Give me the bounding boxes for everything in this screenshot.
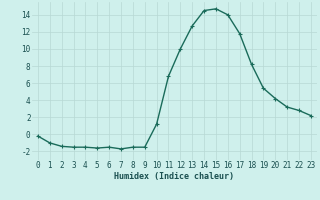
X-axis label: Humidex (Indice chaleur): Humidex (Indice chaleur) [115,172,234,181]
